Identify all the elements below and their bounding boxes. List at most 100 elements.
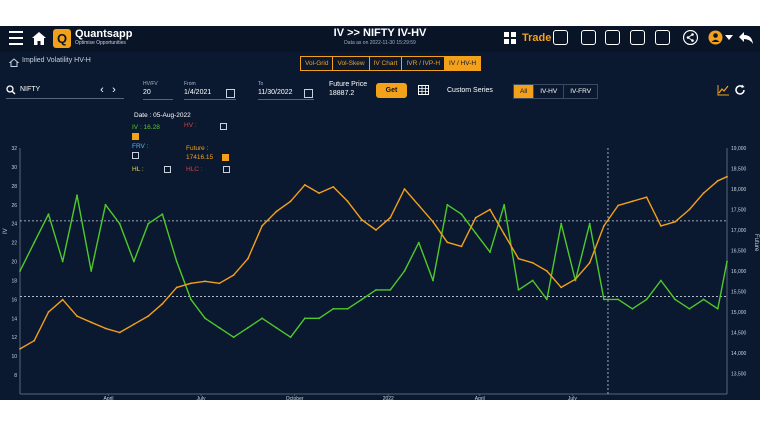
legend-frv[interactable]: FRV : — [132, 143, 149, 150]
data-point-iv — [603, 298, 605, 301]
edit-icon[interactable] — [581, 30, 596, 45]
video-icon[interactable] — [630, 30, 645, 45]
data-point-future — [588, 261, 591, 264]
x-tick-label: 2022 — [383, 396, 394, 400]
table-icon[interactable] — [418, 85, 429, 95]
legend-hlc-checkbox[interactable] — [223, 166, 230, 173]
menu-icon[interactable] — [8, 31, 24, 45]
notes-icon[interactable] — [605, 30, 620, 45]
logo-icon: Q — [53, 29, 71, 48]
legend-hv-checkbox[interactable] — [220, 123, 227, 130]
y2-tick-label: 19,000 — [731, 146, 747, 152]
series-tab-all[interactable]: All — [514, 85, 535, 98]
prev-symbol-icon[interactable]: ‹ — [100, 84, 104, 96]
custom-series-button[interactable]: Custom Series — [447, 87, 493, 94]
tab-iv-hv-h[interactable]: IV / HV-H — [445, 57, 481, 70]
data-point-iv — [674, 298, 676, 301]
data-point-future — [190, 282, 192, 285]
data-point-iv — [531, 279, 534, 282]
y-tick-label: 8 — [14, 373, 17, 379]
data-point-future — [389, 216, 392, 219]
iv-future-chart[interactable]: 810121416182022242628303213,50014,00014,… — [0, 110, 760, 400]
y2-tick-label: 18,500 — [731, 167, 747, 173]
legend-future-label[interactable]: Future : — [186, 145, 209, 152]
tab-vol-grid[interactable]: Vol-Grid — [301, 57, 334, 70]
y2-tick-label: 17,000 — [731, 228, 747, 234]
chart-line-icon[interactable] — [717, 85, 729, 96]
data-point-future — [318, 192, 320, 194]
breadcrumb[interactable]: Implied Volatility HV-H — [22, 57, 91, 64]
back-icon[interactable] — [738, 30, 754, 45]
data-point-iv — [375, 289, 377, 291]
data-point-future — [645, 196, 648, 199]
trade-grid-icon[interactable] — [503, 31, 517, 45]
data-point-future — [346, 200, 349, 203]
legend-future-checkbox[interactable] — [222, 154, 229, 161]
data-point-future — [332, 186, 335, 188]
refresh-icon[interactable] — [734, 84, 746, 96]
next-symbol-icon[interactable]: › — [112, 84, 116, 96]
data-point-iv — [61, 260, 64, 263]
y2-tick-label: 13,500 — [731, 372, 747, 378]
y-tick-label: 16 — [11, 297, 17, 303]
y2-tick-label: 16,500 — [731, 249, 747, 255]
y-tick-label: 12 — [11, 335, 17, 341]
data-point-iv — [389, 289, 392, 291]
data-point-iv — [232, 336, 235, 339]
from-date-input[interactable]: 1/4/2021 — [184, 89, 212, 96]
legend-iv-checkbox[interactable] — [132, 133, 139, 140]
tab-ivr-ivp-h[interactable]: IVR / IVP-H — [402, 57, 446, 70]
legend-frv-checkbox[interactable] — [132, 152, 139, 159]
home-icon[interactable] — [30, 30, 48, 46]
trade-button[interactable]: Trade — [522, 32, 552, 44]
chart-tooltip-legend: Date : 05-Aug-2022 IV : 16.28 HV : FRV :… — [128, 112, 238, 182]
legend-hv[interactable]: HV : — [184, 122, 197, 129]
tab-vol-skew[interactable]: Vol-Skew — [333, 57, 370, 70]
x-tick-label: October — [286, 396, 304, 400]
series-tab-iv-hv[interactable]: IV-HV — [534, 85, 565, 98]
y2-tick-label: 15,000 — [731, 310, 747, 316]
data-point-iv — [275, 326, 278, 329]
data-point-future — [560, 286, 563, 289]
data-point-future — [61, 298, 64, 301]
get-button[interactable]: Get — [376, 83, 407, 98]
data-point-iv — [726, 260, 728, 263]
data-point-iv — [660, 279, 662, 282]
calendar-icon[interactable] — [226, 89, 235, 98]
brand-name: Quantsapp — [75, 28, 133, 40]
user-icon[interactable] — [708, 30, 723, 45]
legend-hl-checkbox[interactable] — [164, 166, 171, 173]
legend-hl[interactable]: HL : — [132, 166, 144, 173]
data-point-iv — [417, 241, 420, 244]
series-tab-iv-frv[interactable]: IV-FRV — [570, 88, 592, 95]
symbol-input[interactable]: NIFTY — [20, 86, 41, 93]
future-price-label: Future Price — [329, 81, 368, 88]
y-tick-label: 22 — [11, 241, 17, 247]
data-point-iv — [702, 298, 705, 301]
x-tick-label: July — [197, 396, 206, 400]
data-point-iv — [517, 289, 520, 291]
data-point-future — [403, 188, 406, 190]
home-small-icon[interactable] — [9, 57, 19, 67]
y-tick-label: 14 — [11, 316, 17, 322]
data-point-iv — [617, 298, 620, 301]
chevron-down-icon[interactable] — [725, 34, 733, 42]
y-tick-label: 18 — [11, 278, 17, 284]
y2-tick-label: 14,500 — [731, 331, 747, 337]
basket-icon[interactable] — [655, 30, 670, 45]
tab-iv-chart[interactable]: IV Chart — [370, 57, 403, 70]
data-point-future — [446, 241, 449, 244]
series-line-future — [19, 176, 728, 350]
data-point-iv — [76, 194, 78, 197]
data-point-future — [417, 204, 420, 207]
share-icon[interactable] — [683, 30, 698, 45]
legend-hlc[interactable]: HLC : — [186, 166, 203, 173]
legend-iv[interactable]: IV : 16.28 — [132, 124, 160, 131]
data-point-iv — [289, 336, 292, 339]
data-point-future — [702, 192, 705, 194]
calendar-icon[interactable] — [304, 89, 313, 98]
to-date-input[interactable]: 11/30/2022 — [258, 89, 293, 96]
search-icon[interactable] — [6, 85, 16, 95]
hv-fv-input[interactable]: 20 — [143, 89, 151, 96]
chart-tool-icon[interactable] — [553, 30, 568, 45]
